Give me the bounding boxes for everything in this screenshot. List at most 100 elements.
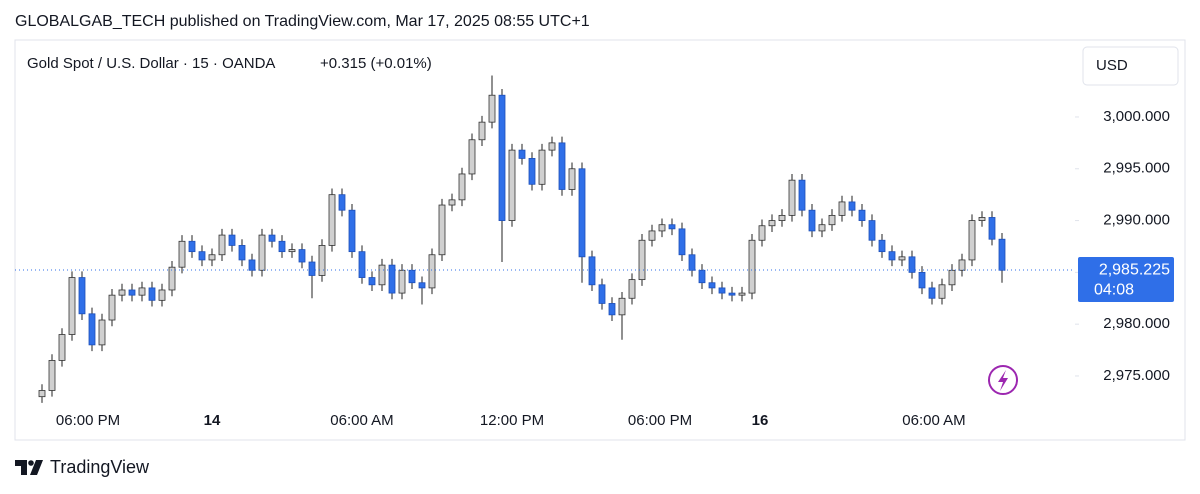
candle-body: [568, 168, 576, 190]
candle-body: [258, 234, 266, 271]
candle-body: [938, 284, 946, 299]
logo-dot: [28, 460, 34, 466]
header: GLOBALGAB_TECH published on TradingView.…: [15, 13, 590, 30]
candle-body: [528, 158, 536, 185]
candle-body: [68, 277, 76, 335]
candle-body: [138, 287, 146, 296]
candle-body: [908, 256, 916, 273]
candle-body: [338, 194, 346, 211]
candle-body: [188, 240, 196, 253]
candle-body: [228, 234, 236, 246]
candle-body: [768, 220, 776, 227]
candle-body: [748, 239, 756, 294]
candle-body: [208, 254, 216, 261]
candle-body: [38, 390, 46, 398]
alert-bolt[interactable]: [998, 370, 1008, 391]
last-price-tag: [1078, 257, 1174, 303]
candle-body: [378, 264, 386, 286]
candle-body: [698, 269, 706, 284]
candle-body: [918, 271, 926, 289]
candle-body: [198, 251, 206, 261]
candle-body: [118, 289, 126, 296]
candle-body: [878, 239, 886, 253]
candle-body: [438, 204, 446, 256]
candle-body: [628, 279, 636, 299]
candle-body: [538, 149, 546, 185]
alert-icon[interactable]: [988, 365, 1018, 395]
candle-body: [108, 294, 116, 321]
candle-body: [178, 240, 186, 268]
candle-body: [708, 282, 716, 289]
candle-body: [948, 269, 956, 286]
candle-body: [548, 142, 556, 151]
candle-body: [128, 289, 136, 296]
candle-body: [368, 277, 376, 286]
candle-body: [168, 266, 176, 291]
logo-v: [30, 460, 43, 475]
x-tick-label: 06:00 AM: [330, 412, 393, 429]
x-tick-label: 06:00 AM: [902, 412, 965, 429]
candle-body: [608, 303, 616, 316]
candle-body: [678, 228, 686, 256]
x-tick-label: 12:00 PM: [480, 412, 544, 429]
candle-body: [968, 220, 976, 261]
candle-body: [308, 261, 316, 276]
candle-body: [248, 259, 256, 271]
candle-body: [858, 209, 866, 221]
candle-body: [88, 313, 96, 346]
x-tick-label: 14: [204, 412, 221, 429]
candle-body: [78, 277, 86, 315]
countdown: 04:08: [1094, 281, 1134, 298]
plot: 2,975.0002,980.0002,985.0002,990.0002,99…: [15, 75, 1174, 429]
candle-body: [158, 289, 166, 301]
candle-body: [518, 149, 526, 159]
candle-body: [588, 256, 596, 286]
currency[interactable]: USD: [1096, 57, 1128, 74]
x-tick-label: 06:00 PM: [56, 412, 120, 429]
candle-body: [478, 121, 486, 141]
candle-body: [638, 239, 646, 281]
candle-body: [278, 240, 286, 253]
candle-body: [928, 287, 936, 299]
candle-body: [798, 179, 806, 211]
candle-body: [558, 142, 566, 190]
logo-t: [15, 460, 27, 475]
candle-body: [618, 297, 626, 316]
y-tick-label: 3,000.000: [1103, 108, 1170, 125]
candle-body: [448, 199, 456, 206]
brand-logo: [15, 460, 43, 475]
candle-body: [268, 234, 276, 242]
y-tick-label: 2,980.000: [1103, 315, 1170, 332]
candle-body: [148, 287, 156, 301]
candle-body: [288, 249, 296, 253]
x-tick-label: 16: [752, 412, 769, 429]
currency-button[interactable]: [1082, 46, 1179, 86]
candle-body: [838, 201, 846, 216]
candle-body: [688, 254, 696, 271]
candle-body: [508, 149, 516, 221]
candle-body: [418, 282, 426, 289]
candle-body: [48, 360, 56, 391]
candle-body: [98, 319, 106, 346]
candle-body: [408, 269, 416, 284]
candle-body: [238, 245, 246, 261]
candle-body: [468, 139, 476, 175]
symbol-title: Gold Spot / U.S. Dollar · 15 · OANDA: [27, 55, 275, 72]
candle-body: [388, 264, 396, 294]
alert-circle[interactable]: [988, 365, 1018, 395]
candle-body: [978, 217, 986, 221]
candle-body: [398, 269, 406, 294]
candle-body: [358, 251, 366, 278]
candle-body: [758, 225, 766, 241]
candle-body: [578, 168, 586, 258]
candle-body: [988, 217, 996, 240]
candle-body: [848, 201, 856, 211]
candle-body: [488, 94, 496, 123]
candle-body: [348, 209, 356, 253]
last-price-label: 2,985.225: [1099, 261, 1170, 278]
candle-body: [888, 251, 896, 261]
chart-panel: [14, 39, 1186, 441]
candle-body: [868, 220, 876, 241]
candle-body: [318, 245, 326, 276]
